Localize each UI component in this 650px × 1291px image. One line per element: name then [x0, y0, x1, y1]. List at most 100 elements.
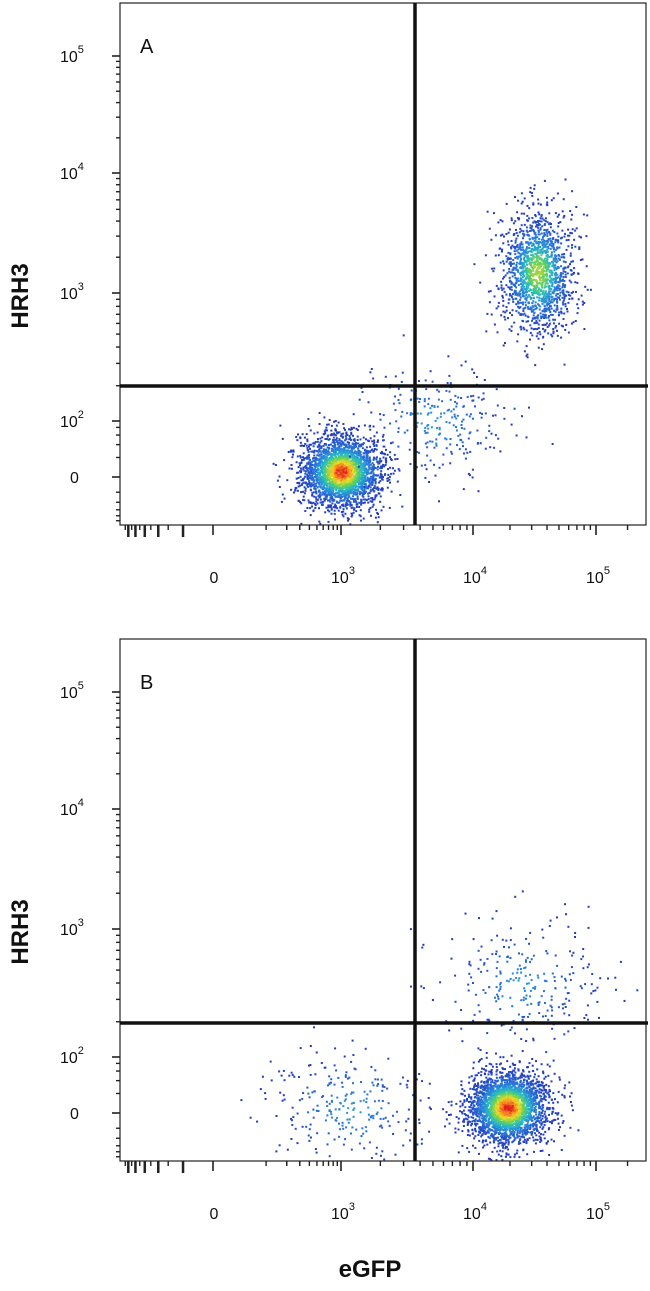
panel-a-population-1-event	[318, 485, 321, 488]
panel-a-population-2-event	[519, 244, 522, 247]
panel-b-population-1-event	[519, 1074, 522, 1077]
panel-a-population-1-event	[295, 436, 298, 438]
panel-a-population-2-event	[522, 292, 525, 295]
panel-a-population-1-event	[361, 485, 363, 488]
panel-a-population-2-event	[548, 212, 551, 215]
panel-a-population-1-event	[312, 501, 315, 504]
panel-a-population-2-event	[541, 225, 544, 228]
panel-b-population-1-event	[514, 1071, 517, 1074]
panel-a-population-2-event	[550, 273, 553, 275]
panel-a-population-3-event	[398, 402, 401, 405]
panel-a-population-1-event	[366, 454, 369, 457]
panel-a-population-2-event	[534, 221, 537, 224]
panel-b-population-1-event	[547, 1128, 550, 1131]
panel-a-population-1-event	[313, 432, 316, 435]
panel-a-population-1-event	[324, 449, 327, 452]
panel-a-population-3-event	[490, 432, 493, 435]
panel-a-population-1-event	[380, 509, 383, 512]
panel-a-population-1-event	[334, 464, 337, 467]
panel-a-population-1-event	[348, 462, 351, 465]
panel-a-population-2-event	[537, 327, 540, 330]
panel-a-population-2-event	[549, 279, 551, 282]
panel-a-population-2-event	[542, 343, 545, 346]
panel-a-population-1-event	[331, 467, 334, 470]
panel-a-population-2-event	[530, 192, 533, 194]
panel-a-population-1-event	[320, 453, 323, 456]
panel-a-population-1-event	[381, 452, 384, 455]
panel-a-population-1-event	[316, 478, 319, 481]
panel-a-population-1-event	[325, 456, 327, 459]
panel-a-population-2-event	[518, 231, 521, 234]
panel-a-population-1-event	[330, 488, 333, 491]
panel-a-population-2-event	[545, 308, 548, 311]
panel-a-population-2-event	[508, 228, 511, 231]
panel-a-population-2-event	[550, 251, 553, 254]
panel-a-population-1-event	[298, 484, 301, 487]
panel-a-population-2-event	[555, 308, 558, 311]
panel-a-population-2-event	[527, 246, 530, 249]
panel-a-population-1-event	[336, 442, 339, 445]
panel-a-population-1-event	[372, 503, 375, 506]
panel-a-population-1-event	[346, 493, 349, 496]
panel-a-population-2-event	[549, 247, 552, 250]
panel-a-population-1-event	[343, 495, 346, 498]
panel-a-population-1-event	[333, 445, 336, 448]
panel-a-population-2-event	[542, 313, 545, 316]
panel-a-population-2-event	[546, 239, 549, 242]
panel-a-population-2-event	[549, 322, 552, 325]
panel-a-population-1-event	[396, 480, 399, 483]
panel-a-population-2-event	[528, 295, 531, 298]
panel-b-population-1-event	[477, 1071, 480, 1074]
panel-a-population-1-event	[336, 480, 339, 483]
panel-a-population-2-event	[564, 276, 567, 278]
panel-a-population-1-event	[323, 443, 326, 445]
panel-a-population-1-event	[356, 453, 359, 456]
panel-a-population-2-event	[556, 276, 559, 279]
panel-a-population-1-event	[319, 458, 322, 461]
panel-a-population-1-event	[357, 447, 360, 450]
panel-a-population-2-event	[555, 325, 558, 327]
panel-a-population-2-event	[534, 291, 537, 294]
panel-a-population-1-event	[312, 480, 315, 483]
panel-a-population-1-event	[318, 423, 321, 425]
panel-a-population-2-event	[552, 261, 555, 264]
panel-a-population-2-event	[531, 310, 534, 313]
panel-a-population-1-event	[303, 477, 305, 480]
panel-a-population-2-event	[531, 248, 534, 250]
panel-a-population-2-event	[562, 299, 565, 302]
panel-a-population-1-event	[359, 438, 362, 441]
panel-a-population-1-event	[360, 465, 363, 468]
panel-a-population-2-event	[556, 304, 559, 307]
panel-a-population-1-event	[334, 458, 337, 461]
panel-a-population-1-event	[370, 482, 373, 485]
panel-a-population-2-event	[540, 250, 543, 253]
panel-a-population-2-event	[534, 301, 537, 304]
panel-a-population-2-event	[570, 292, 573, 294]
panel-b-population-1-event	[475, 1094, 478, 1097]
panel-a-population-1-event	[344, 435, 347, 438]
panel-a-population-3-event	[392, 472, 395, 475]
panel-a-population-3-event	[503, 407, 506, 409]
panel-a-population-1-event	[315, 498, 318, 501]
panel-a-population-2-event	[497, 288, 500, 291]
panel-b-population-1-event	[470, 1102, 473, 1105]
panel-a-population-1-event	[356, 491, 358, 494]
panel-a-population-1-event	[320, 483, 323, 486]
panel-a-population-3-event	[437, 390, 440, 393]
panel-a-population-1-event	[283, 459, 286, 462]
panel-a-population-3-event	[460, 424, 463, 426]
panel-a-population-2-event	[525, 252, 528, 255]
panel-a-population-1-event	[281, 493, 284, 496]
panel-a-population-1-event	[361, 478, 364, 481]
panel-a-population-2-event	[551, 283, 554, 286]
panel-a-population-2-event	[525, 285, 528, 288]
panel-a-population-2-event	[564, 294, 567, 297]
panel-a-population-1-event	[329, 491, 332, 494]
panel-a-population-1-event	[322, 451, 325, 454]
panel-b-population-1-event	[498, 1063, 501, 1066]
panel-a-population-2-event	[509, 311, 511, 314]
panel-a-population-1-event	[360, 498, 363, 501]
panel-a-population-2-event	[515, 232, 518, 234]
panel-a-population-3-event	[307, 418, 310, 420]
panel-a-population-2-event	[520, 224, 523, 227]
